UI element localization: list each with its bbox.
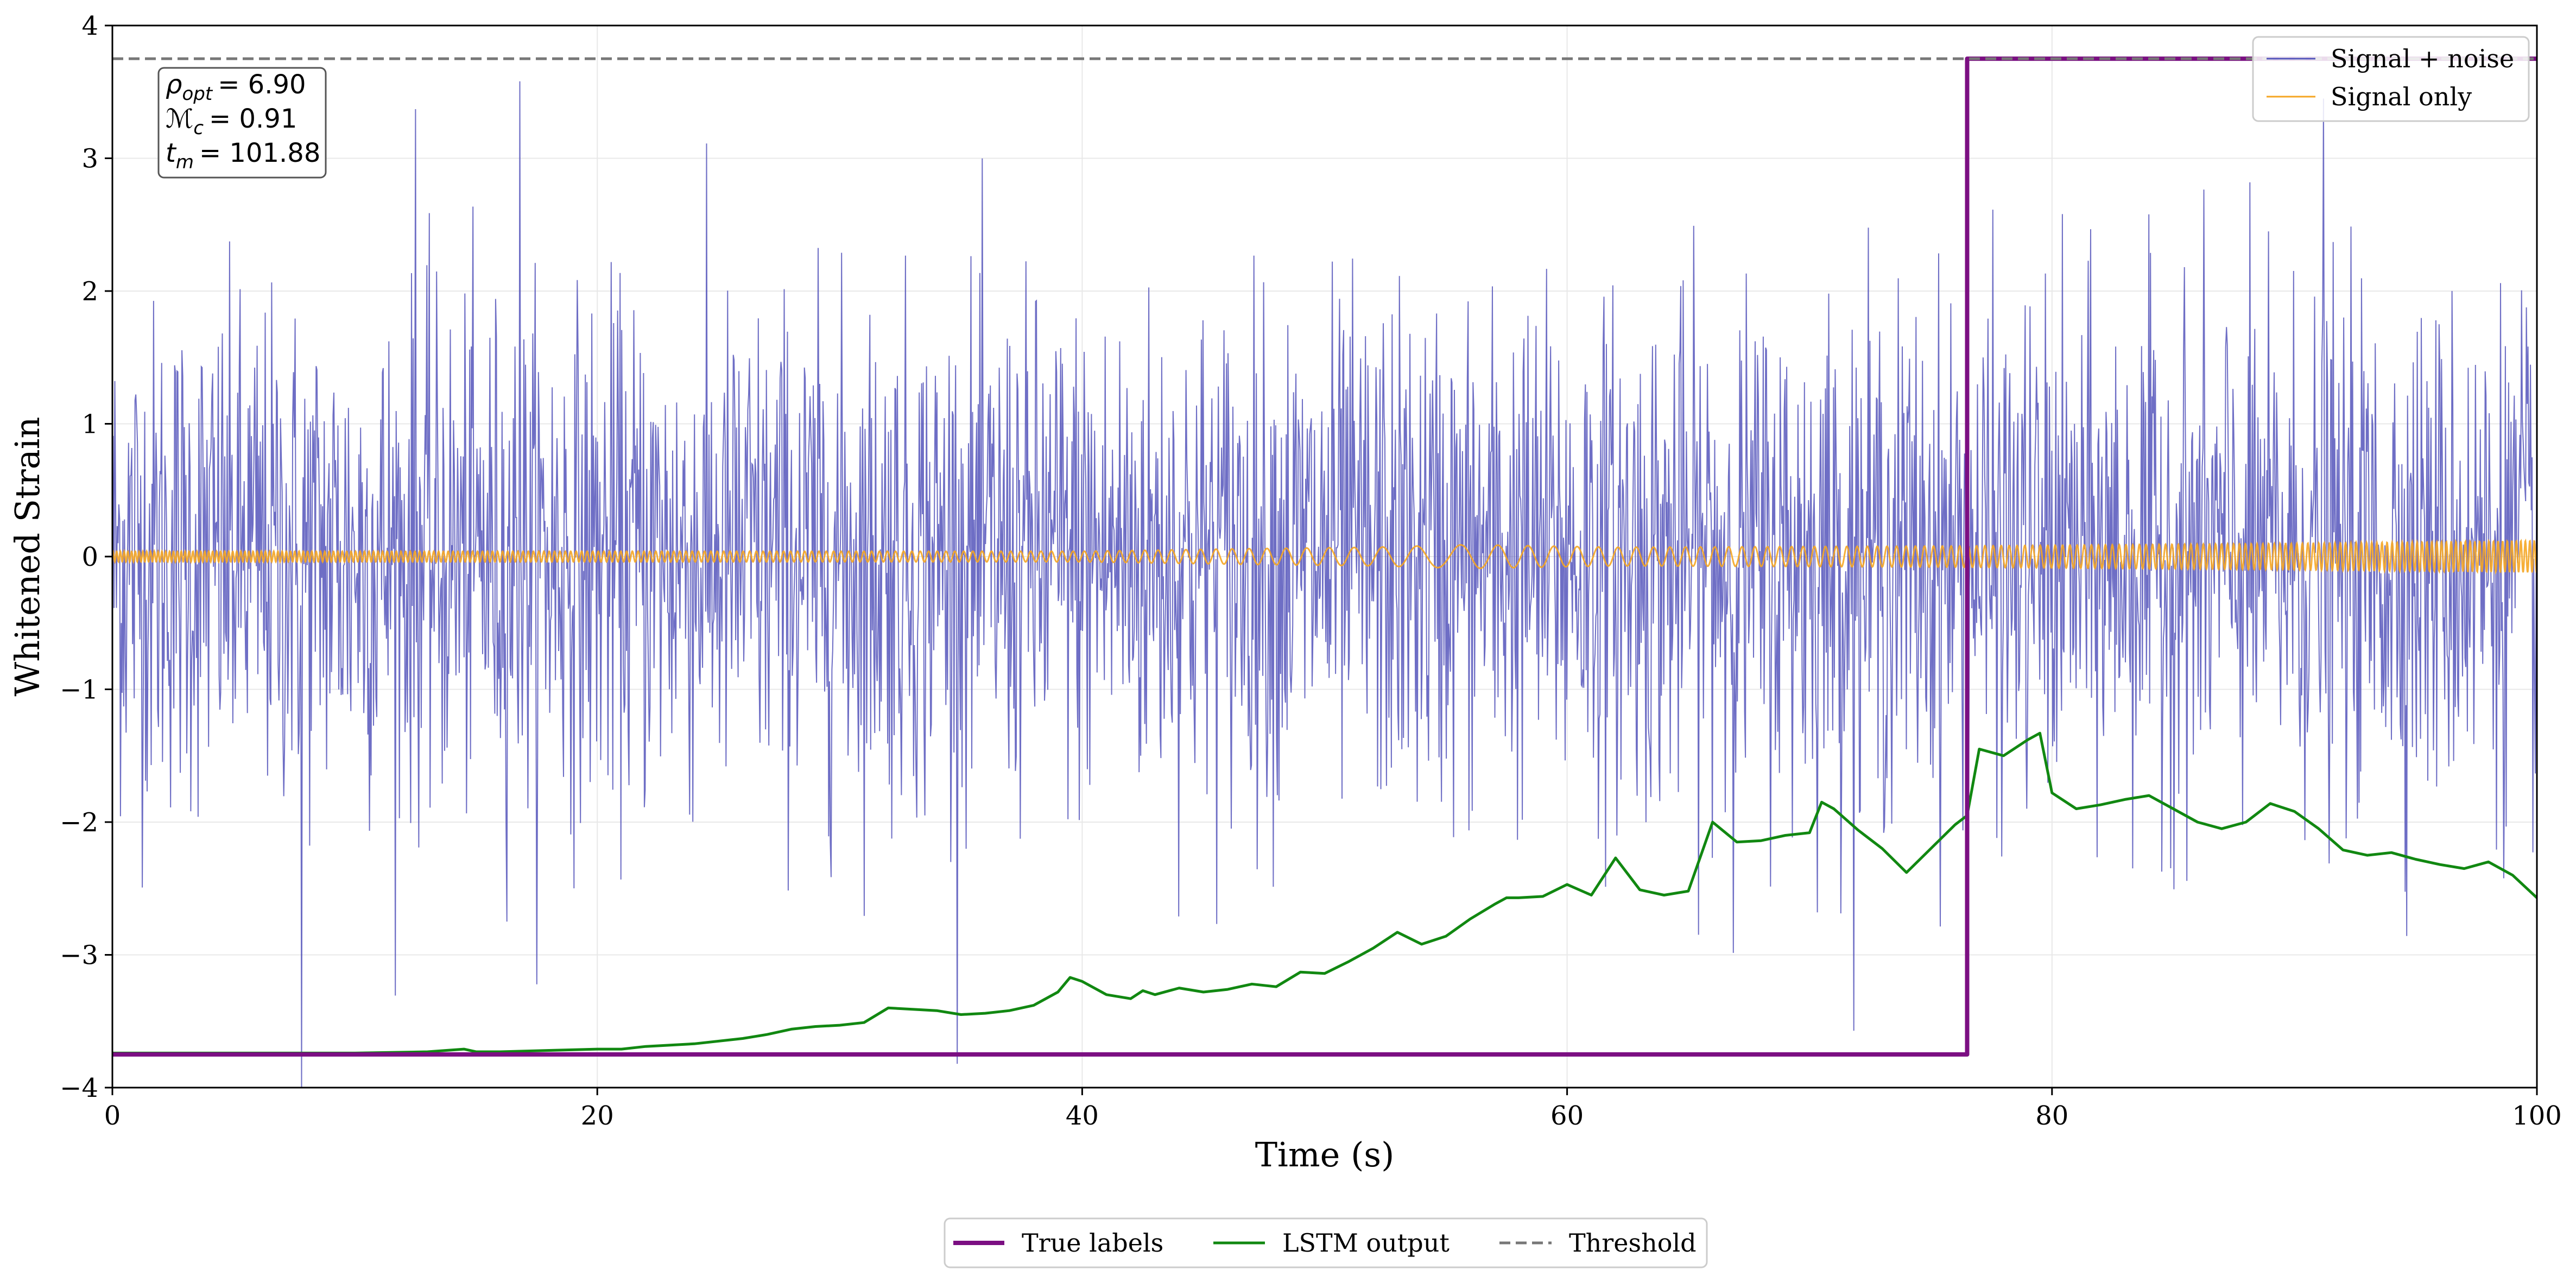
y-tick-label: 3 xyxy=(81,144,98,174)
y-tick-label: −2 xyxy=(60,807,98,838)
x-axis-label: Time (s) xyxy=(1255,1135,1395,1174)
x-tick-label: 80 xyxy=(2035,1101,2068,1131)
signal-noise-line xyxy=(112,81,2537,1088)
axis-ticks: 0 20 40 60 80 100 −4 −3 −2 −1 0 1 2 3 4 xyxy=(60,11,2562,1131)
legend-lower: True labels LSTM output Threshold xyxy=(944,1217,1708,1268)
y-tick-label: 2 xyxy=(81,276,98,307)
legend-lstm-output-label: LSTM output xyxy=(1282,1228,1450,1258)
legend-signal-noise-label: Signal + noise xyxy=(2331,44,2514,73)
lstm-output-series xyxy=(112,731,2538,1054)
y-tick-label: −1 xyxy=(60,675,98,705)
annotation-match-c: ℳc = 0.91 xyxy=(166,104,297,139)
stats-annotation: ρopt = 6.90 ℳc = 0.91 tm = 101.88 xyxy=(157,67,327,179)
y-tick-label: −4 xyxy=(60,1073,98,1103)
x-tick-label: 60 xyxy=(1550,1101,1584,1131)
signal-only-series xyxy=(111,538,2538,575)
y-axis-label: Whitened Strain xyxy=(8,417,47,697)
legend-signal-only-label: Signal only xyxy=(2331,82,2472,111)
y-tick-label: 0 xyxy=(81,542,98,572)
legend-threshold-label: Threshold xyxy=(1569,1228,1697,1258)
y-tick-label: −3 xyxy=(60,940,98,971)
x-tick-label: 0 xyxy=(104,1101,121,1131)
signal-noise-series xyxy=(112,81,2537,1088)
x-tick-label: 40 xyxy=(1066,1101,1099,1131)
annotation-t-m: tm = 101.88 xyxy=(166,138,320,173)
x-tick-label: 100 xyxy=(2512,1101,2562,1131)
annotation-rho-opt: ρopt = 6.90 xyxy=(166,70,306,105)
annotation-box xyxy=(157,67,327,179)
x-tick-label: 20 xyxy=(581,1101,614,1131)
signal-only-line xyxy=(111,538,2538,575)
y-tick-label: 4 xyxy=(81,11,98,41)
legend-lower-box xyxy=(944,1217,1708,1268)
lstm-output-line xyxy=(112,731,2538,1054)
legend-true-labels-label: True labels xyxy=(1022,1228,1163,1258)
legend-upper-box xyxy=(2252,36,2530,122)
y-tick-label: 1 xyxy=(81,409,98,440)
legend-upper: Signal + noise Signal only xyxy=(2252,36,2530,122)
